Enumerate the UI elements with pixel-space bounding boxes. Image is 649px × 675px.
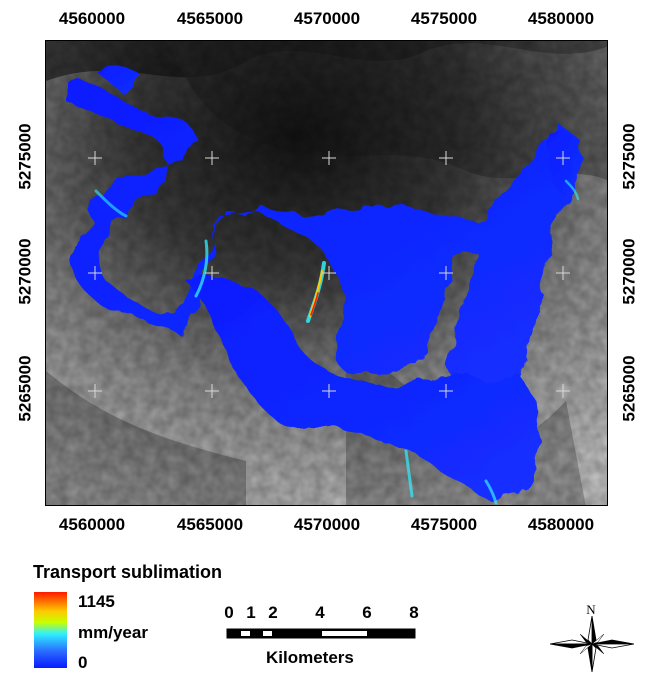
y-tick-right: 5265000 (619, 355, 639, 422)
x-tick-bottom: 4580000 (527, 515, 595, 534)
scale-label: 2 (268, 603, 278, 622)
y-tick-left: 5275000 (15, 123, 35, 190)
sublimation-layer (66, 65, 583, 501)
sublimation-hotspots (94, 179, 580, 505)
scale-label: 8 (409, 603, 419, 622)
legend-color-ramp (34, 592, 67, 668)
compass-rose-icon (550, 616, 634, 672)
legend-unit-label: mm/year (78, 623, 148, 642)
scale-label: 6 (362, 603, 372, 622)
x-tick-top: 4570000 (293, 9, 361, 28)
scale-label: 0 (224, 603, 234, 622)
y-tick-left: 5270000 (15, 238, 35, 305)
x-tick-bottom: 4565000 (176, 515, 244, 534)
x-tick-bottom: 4575000 (410, 515, 478, 534)
legend-min-label: 0 (78, 653, 88, 672)
y-tick-right: 5270000 (619, 238, 639, 305)
scale-bar-graphic (226, 628, 416, 639)
scale-units: Kilometers (266, 648, 354, 667)
grid-crosses (88, 151, 570, 398)
x-tick-bottom: 4570000 (293, 515, 361, 534)
scale-label: 1 (246, 603, 256, 622)
scale-label: 4 (315, 603, 325, 622)
map-frame[interactable] (45, 40, 608, 506)
y-tick-right: 5275000 (619, 123, 639, 190)
x-tick-top: 4575000 (410, 9, 478, 28)
y-tick-left: 5265000 (15, 355, 35, 422)
legend-max-label: 1145 (78, 592, 115, 611)
legend-title: Transport sublimation (33, 562, 223, 582)
map-canvas (46, 41, 607, 505)
x-tick-top: 4565000 (176, 9, 244, 28)
north-label: N (586, 602, 596, 617)
x-tick-top: 4560000 (58, 9, 126, 28)
x-tick-top: 4580000 (527, 9, 595, 28)
x-tick-bottom: 4560000 (58, 515, 126, 534)
